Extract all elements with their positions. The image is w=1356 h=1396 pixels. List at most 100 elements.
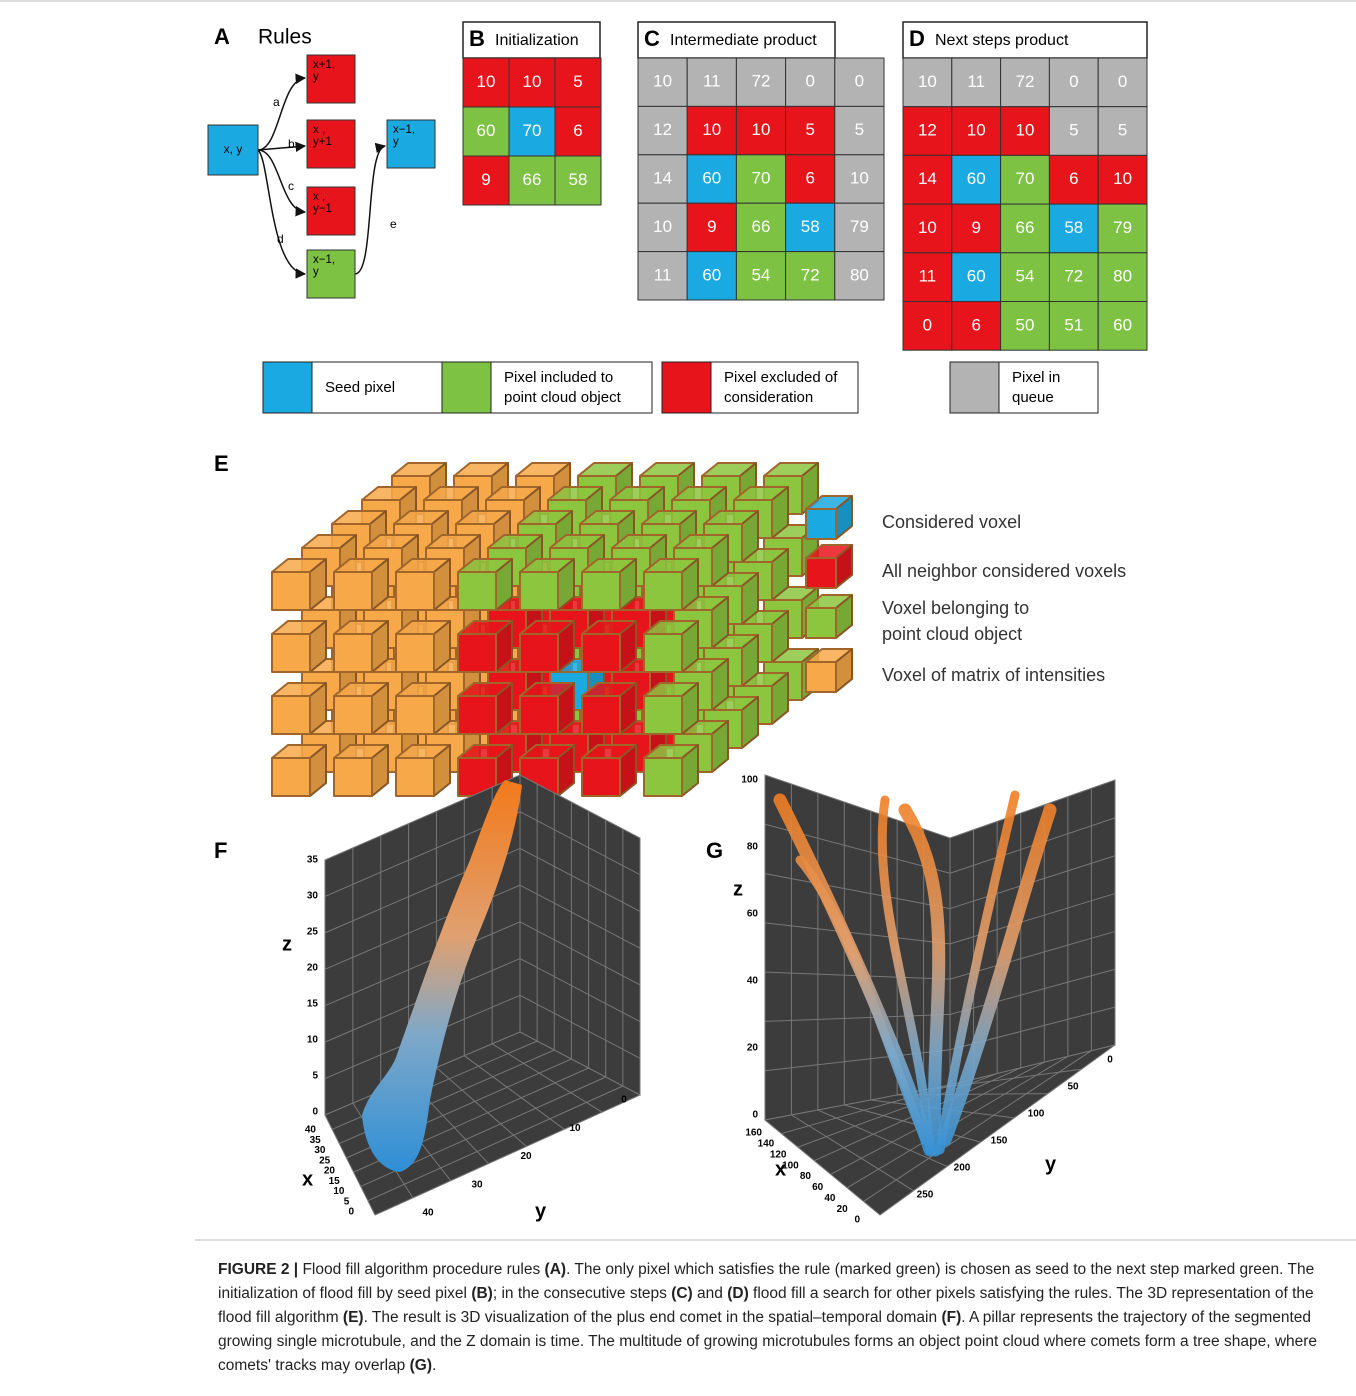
voxel-front [806,509,836,539]
cell-value: 80 [850,265,869,284]
voxel [644,559,698,610]
axis-label: y [1045,1153,1057,1175]
voxel [806,496,852,539]
panel-label: C [644,26,660,51]
z-tick-label: 35 [307,855,319,866]
voxel [582,683,636,734]
cell-value: 9 [481,170,490,189]
cell-value: 66 [1016,218,1035,237]
x-tick-label: 35 [310,1135,322,1146]
voxel [334,683,388,734]
x-tick-label: 0 [348,1207,354,1218]
y-tick-label: 40 [422,1208,434,1219]
edge-label: b [288,137,295,151]
cell-value: 79 [850,217,869,236]
node-text: y [313,266,319,278]
voxel [582,745,636,796]
cell-value: 58 [569,170,588,189]
z-tick-label: 100 [741,775,758,786]
voxel-front [644,572,682,610]
cell-value: 10 [850,168,869,187]
caption-text: (B) [471,1285,493,1302]
y-tick-label: 10 [569,1123,581,1134]
node-text: y [393,136,399,148]
z-tick-label: 30 [307,891,319,902]
voxel-front [334,758,372,796]
voxel-front [272,572,310,610]
cell-value: 54 [1016,267,1035,286]
cell-value: 66 [523,170,542,189]
cell-value: 58 [801,217,820,236]
voxel-front [582,634,620,672]
cell-value: 9 [707,217,716,236]
cell-value: 60 [477,121,496,140]
cell-value: 10 [477,72,496,91]
legend-text: Pixel in [1012,369,1060,386]
y-tick-label: 30 [471,1179,483,1190]
caption-text: (F) [941,1309,961,1326]
edge-label: a [273,95,280,109]
voxel-front [520,634,558,672]
cell-value: 11 [654,265,672,284]
voxel [806,595,852,638]
cell-value: 70 [1016,169,1035,188]
voxel [644,621,698,672]
z-tick-label: 60 [747,909,759,920]
y-tick-label: 0 [621,1095,627,1106]
cell-value: 6 [805,168,814,187]
voxel [334,559,388,610]
cell-value: 10 [918,218,937,237]
cell-value: 0 [923,315,932,334]
legend-text: point cloud object [504,389,622,406]
voxel [396,745,450,796]
voxel [396,559,450,610]
axis-label: y [535,1200,547,1222]
z-tick-label: 40 [747,976,759,987]
edge-label: c [288,179,294,193]
voxel-front [520,696,558,734]
voxel [806,649,852,692]
caption-text: (A) [545,1261,567,1278]
voxel-front [396,696,434,734]
voxel [272,683,326,734]
z-tick-label: 25 [307,927,319,938]
panel-label: E [214,451,229,476]
legend-swatch [950,362,999,413]
legend-swatch [263,362,312,413]
y-tick-label: 50 [1067,1082,1079,1093]
node-text: x−1, [393,124,415,136]
x-tick-label: 80 [800,1171,812,1182]
voxel-front [272,696,310,734]
figure: ARulesx, yx+1,yx ,y+1x ,y−1x−1,yx−1,yabc… [0,0,1356,1245]
voxel [272,745,326,796]
voxel-front [396,634,434,672]
voxel-front [520,572,558,610]
cell-value: 5 [1069,121,1078,140]
axis-label: x [302,1168,313,1190]
panel-label: G [706,838,723,863]
cell-value: 14 [653,168,672,187]
y-tick-label: 0 [1107,1055,1113,1066]
voxel [458,559,512,610]
cell-value: 60 [702,265,721,284]
cell-value: 10 [967,121,986,140]
voxel-front [334,572,372,610]
legend-text: point cloud object [882,624,1022,644]
voxel-front [644,696,682,734]
cell-value: 10 [1113,169,1132,188]
x-tick-label: 20 [837,1204,849,1215]
voxel [458,621,512,672]
cell-value: 10 [918,72,937,91]
caption-text: FIGURE 2 | [218,1261,298,1278]
panel-title: Rules [258,26,312,49]
node-text: x+1, [313,59,335,71]
voxel [582,559,636,610]
voxel [396,621,450,672]
caption-text: . The result is 3D visualization of the … [364,1309,942,1326]
cell-value: 72 [1016,72,1035,91]
voxel-front [644,758,682,796]
voxel [806,545,852,588]
caption-text: (G) [410,1357,432,1374]
panel-label: A [214,24,230,49]
y-tick-label: 200 [954,1163,971,1174]
